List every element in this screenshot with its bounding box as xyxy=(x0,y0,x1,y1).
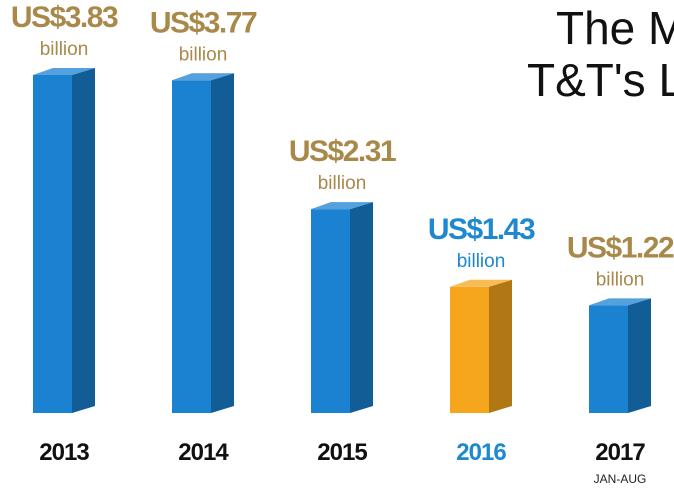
chart-title: T&T's L xyxy=(527,54,674,106)
bar-top xyxy=(311,202,373,210)
x-tick-label: 2016 xyxy=(456,439,506,466)
bar-side-shade xyxy=(350,202,373,413)
value-label: US$1.43 xyxy=(428,213,535,246)
value-unit: billion xyxy=(179,44,228,65)
x-tick-note: JAN-AUG xyxy=(594,472,647,486)
bar xyxy=(311,209,350,413)
bar-side-shade xyxy=(211,73,234,413)
bar-side xyxy=(72,68,95,413)
bar-side-shade xyxy=(628,298,651,413)
bar-top xyxy=(33,68,95,75)
bar-side xyxy=(628,298,651,413)
x-tick-label: 2013 xyxy=(39,439,89,466)
bar-top xyxy=(172,73,234,81)
bar-top-light xyxy=(311,202,373,210)
bar-top-light xyxy=(33,68,95,75)
chart-title: The M xyxy=(556,2,674,54)
bar-top-light xyxy=(589,298,651,306)
bar-top-light xyxy=(450,279,512,287)
bar-side xyxy=(489,279,512,413)
value-unit: billion xyxy=(318,173,367,194)
x-tick-label: 2014 xyxy=(178,439,229,466)
x-tick-label: 2015 xyxy=(317,439,367,466)
value-unit: billion xyxy=(457,251,506,272)
x-tick-label: 2017 xyxy=(595,439,645,466)
bar-side xyxy=(211,73,234,413)
bar xyxy=(450,286,489,413)
bar xyxy=(589,305,628,413)
bar-top xyxy=(450,279,512,287)
value-unit: billion xyxy=(596,269,645,290)
value-unit: billion xyxy=(40,39,89,60)
bar xyxy=(33,75,72,413)
bar-side xyxy=(350,202,373,413)
value-label: US$2.31 xyxy=(289,135,396,168)
value-label: US$1.22 xyxy=(567,231,674,264)
bar xyxy=(172,80,211,413)
value-label: US$3.77 xyxy=(150,6,257,39)
bar-top xyxy=(589,298,651,306)
bar-side-shade xyxy=(72,68,95,413)
bar-side-shade xyxy=(489,279,512,413)
value-label: US$3.83 xyxy=(11,1,118,34)
bar-top-light xyxy=(172,73,234,81)
